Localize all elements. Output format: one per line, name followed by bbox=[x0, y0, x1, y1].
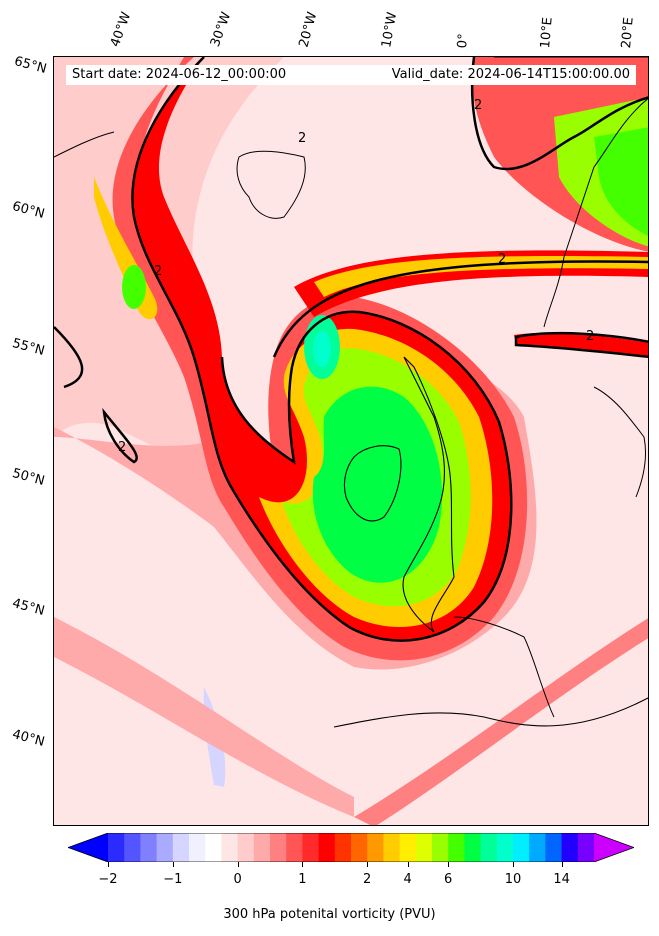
colorbar-segment bbox=[140, 833, 158, 862]
colorbar-segment bbox=[205, 833, 222, 862]
lon-label-30w: 30°W bbox=[207, 10, 235, 49]
colorbar-segment bbox=[108, 833, 125, 862]
colorbar-tick-label: 10 bbox=[504, 872, 522, 887]
colorbar-tick-label: −1 bbox=[163, 872, 183, 887]
colorbar-tick-mark bbox=[108, 862, 109, 867]
colorbar-tick-mark bbox=[302, 862, 304, 867]
colorbar-tick-label: 0 bbox=[233, 872, 242, 887]
colorbar-tick-label: 4 bbox=[403, 872, 412, 887]
colorbar-segment bbox=[448, 833, 465, 862]
colorbar-segment bbox=[270, 833, 287, 862]
lon-label-20e: 20°E bbox=[619, 16, 637, 50]
colorbar-segment bbox=[399, 833, 417, 862]
colorbar-tick-mark bbox=[561, 862, 563, 867]
colorbar-segment bbox=[286, 833, 303, 862]
contour-label: 2 bbox=[118, 440, 126, 455]
colorbar-segment bbox=[189, 833, 206, 862]
colorbar-segment bbox=[464, 833, 482, 862]
colorbar-gradient bbox=[66, 832, 636, 863]
colorbar-segment bbox=[480, 833, 498, 862]
colorbar-tick-mark bbox=[513, 862, 514, 867]
colorbar-tick-label: −2 bbox=[98, 872, 118, 887]
contour-label: 2 bbox=[298, 131, 306, 146]
colorbar-tick-label: 6 bbox=[444, 872, 453, 887]
colorbar-segment bbox=[513, 833, 530, 862]
start-date-label: Start date: 2024-06-12_00:00:00 bbox=[72, 67, 287, 82]
colorbar-segment bbox=[334, 833, 352, 862]
colorbar-segment bbox=[383, 833, 401, 862]
colorbar-segment bbox=[253, 833, 271, 862]
date-info-bar: Start date: 2024-06-12_00:00:00 Valid_da… bbox=[66, 65, 636, 85]
colorbar-segment bbox=[577, 833, 595, 862]
colorbar-tick-mark bbox=[172, 862, 174, 867]
colorbar-segment bbox=[124, 833, 141, 862]
colorbar-segment bbox=[172, 833, 190, 862]
colorbar-extend-low bbox=[68, 833, 108, 862]
colorbar bbox=[66, 832, 636, 863]
pv-map: 2 2 2 2 2 2 Start date: 2024-06-12_00:00… bbox=[53, 56, 649, 826]
colorbar-tick-label: 1 bbox=[298, 872, 307, 887]
colorbar-segment bbox=[237, 833, 255, 862]
colorbar-segment bbox=[529, 833, 546, 862]
valid-date-label: Valid_date: 2024-06-14T15:00:00.00 bbox=[391, 67, 630, 82]
colorbar-tick-mark bbox=[367, 862, 369, 867]
contour-label: 2 bbox=[586, 329, 594, 344]
colorbar-extend-high bbox=[594, 833, 634, 862]
colorbar-segment bbox=[156, 833, 174, 862]
colorbar-segment bbox=[302, 833, 320, 862]
colorbar-segment bbox=[415, 833, 433, 862]
colorbar-tick-mark bbox=[448, 862, 450, 867]
lat-label-50n: 50°N bbox=[10, 466, 47, 489]
colorbar-segment bbox=[545, 833, 563, 862]
lon-label-40w: 40°W bbox=[107, 10, 135, 49]
colorbar-segment bbox=[561, 833, 579, 862]
lon-label-10e: 10°E bbox=[538, 16, 556, 50]
lat-label-60n: 60°N bbox=[10, 199, 47, 222]
colorbar-segment bbox=[367, 833, 384, 862]
colorbar-segment bbox=[221, 833, 239, 862]
pv-field: 2 2 2 2 2 2 bbox=[54, 57, 648, 825]
lat-label-40n: 40°N bbox=[10, 727, 47, 750]
colorbar-segment bbox=[318, 833, 336, 862]
colorbar-segment bbox=[432, 833, 449, 862]
lat-label-65n: 65°N bbox=[12, 54, 49, 77]
lon-label-20w: 20°W bbox=[296, 10, 321, 49]
colorbar-tick-mark bbox=[237, 862, 239, 867]
lon-label-10w: 10°W bbox=[379, 11, 401, 50]
contour-label: 2 bbox=[474, 98, 482, 113]
lat-label-55n: 55°N bbox=[10, 336, 47, 359]
colorbar-segment bbox=[496, 833, 514, 862]
colorbar-tick-label: 14 bbox=[553, 872, 570, 887]
contour-label: 2 bbox=[498, 252, 506, 267]
lon-label-0: 0° bbox=[455, 32, 472, 49]
colorbar-tick-mark bbox=[407, 862, 409, 867]
colorbar-tick-label: 2 bbox=[363, 872, 372, 887]
colorbar-label: 300 hPa potenital vorticity (PVU) bbox=[223, 907, 436, 922]
lat-label-45n: 45°N bbox=[10, 596, 47, 619]
colorbar-segment bbox=[351, 833, 368, 862]
contour-label: 2 bbox=[154, 264, 162, 279]
